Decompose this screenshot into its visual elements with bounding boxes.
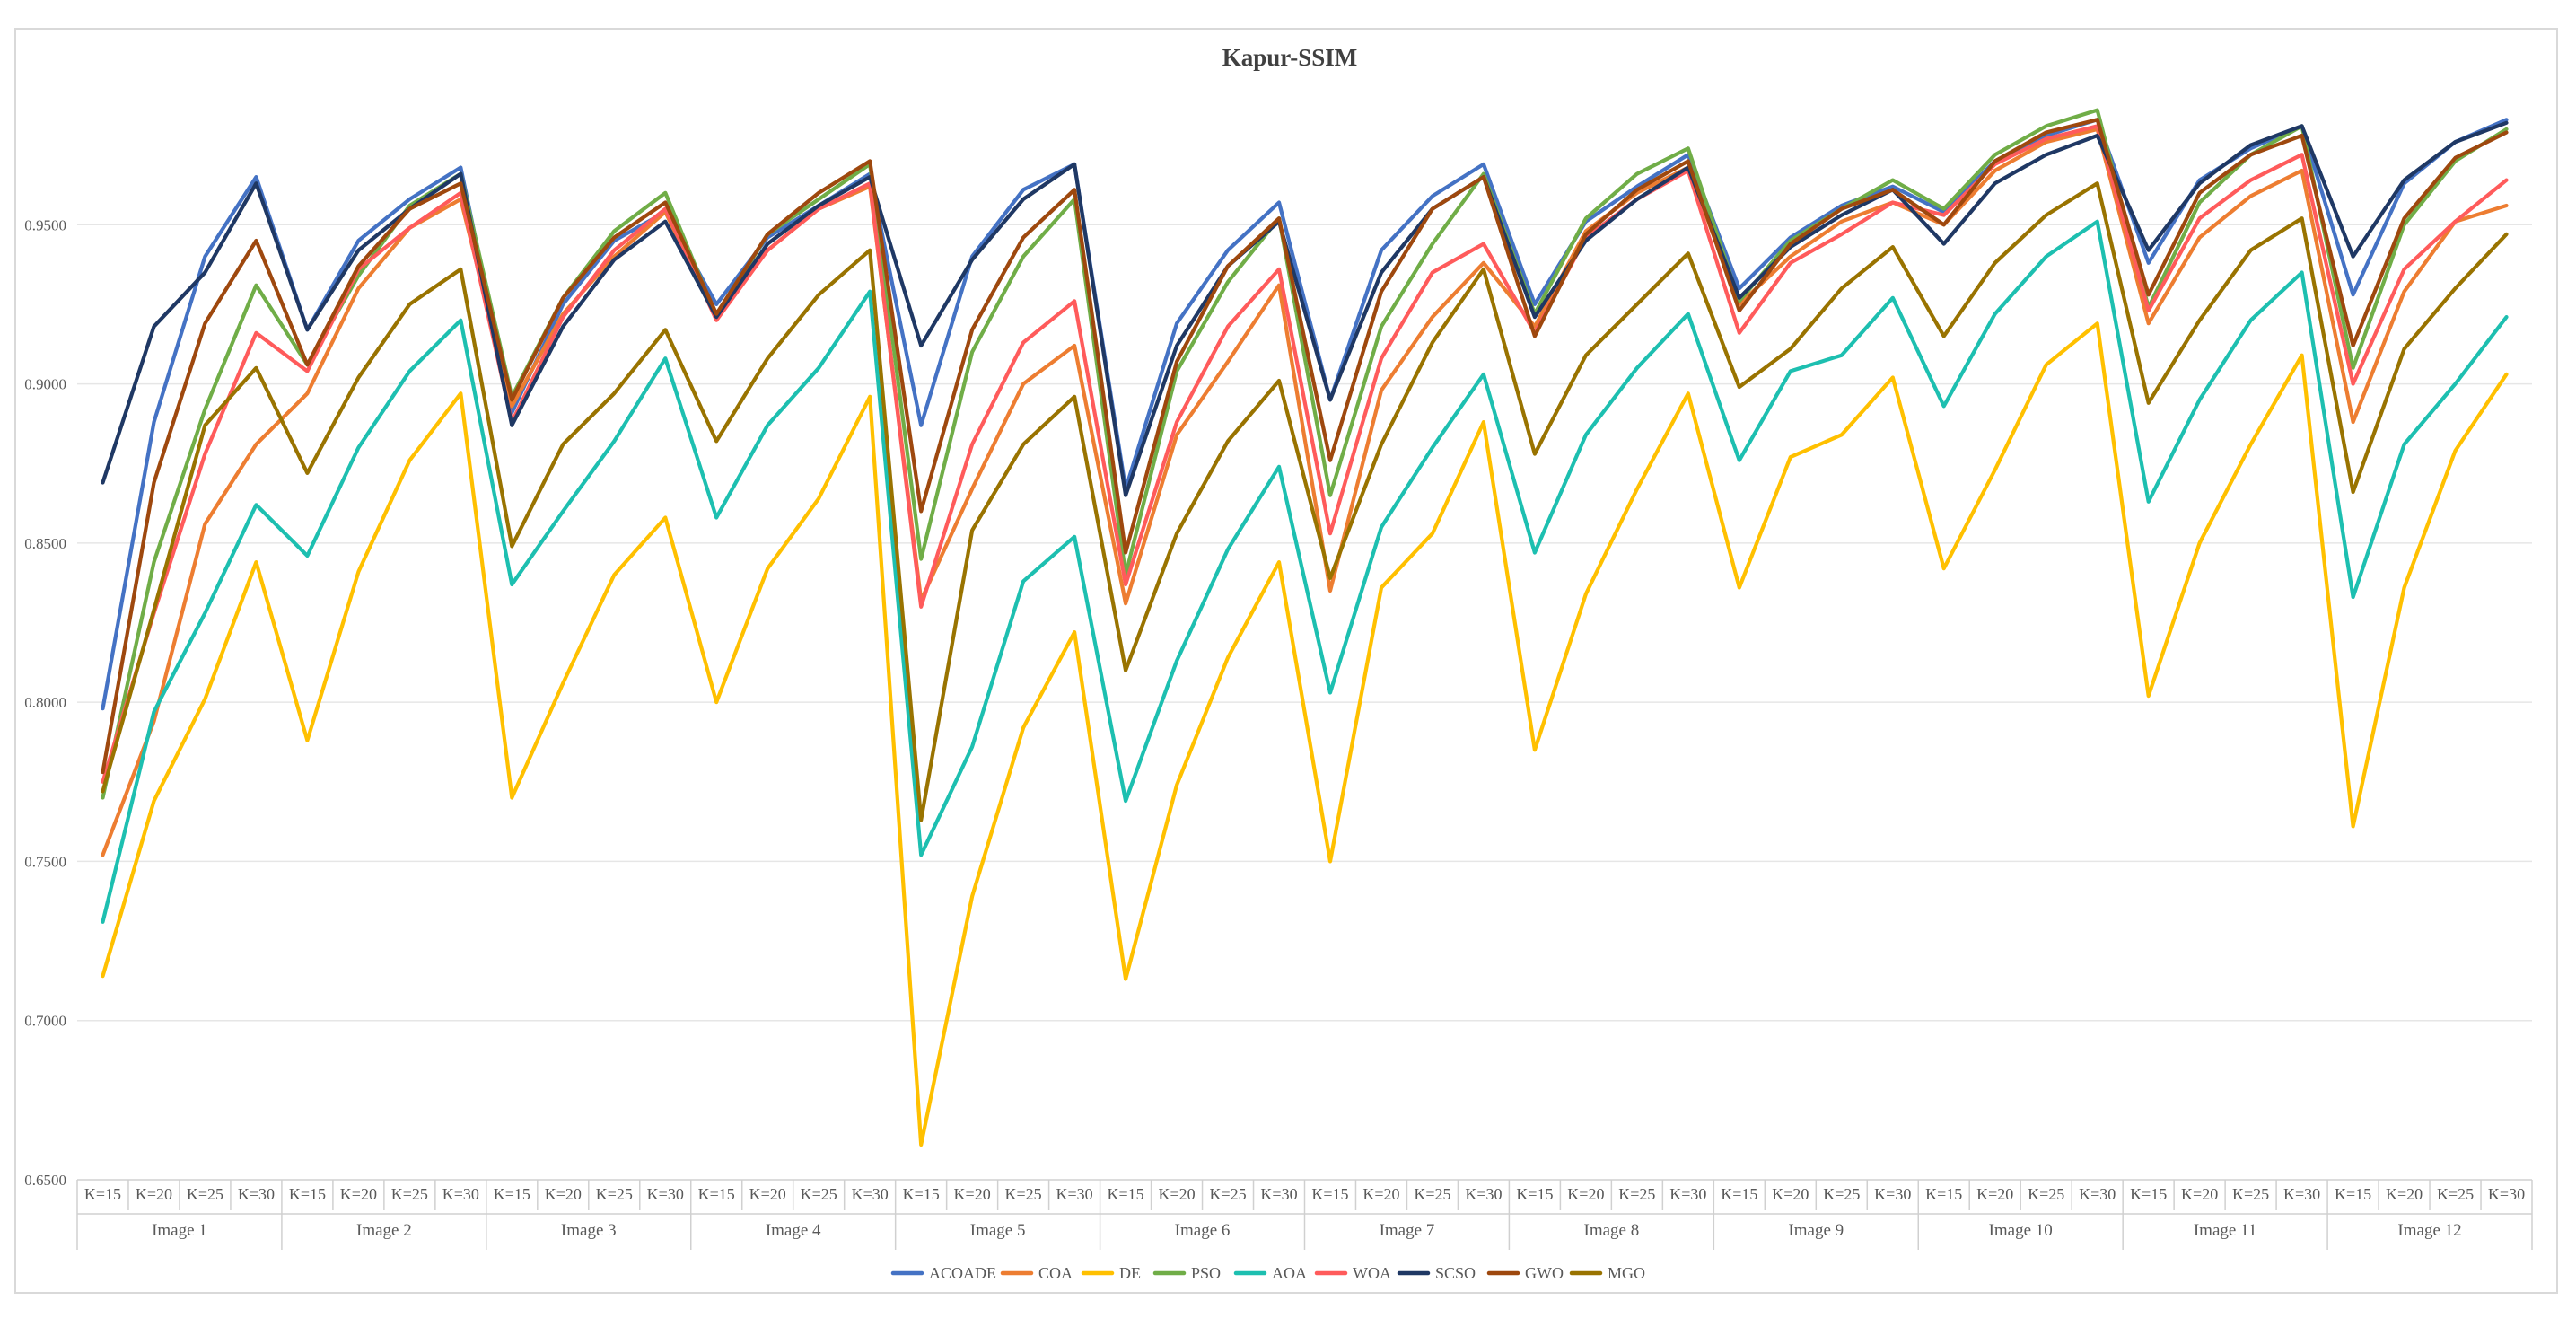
series-line-aoa — [101, 219, 2509, 924]
x-group-label: Image 11 — [2194, 1221, 2257, 1240]
x-tick-label: K=25 — [1209, 1185, 1246, 1203]
x-tick-label: K=20 — [1976, 1185, 2013, 1203]
x-tick-label: K=25 — [187, 1185, 223, 1203]
x-tick-label: K=25 — [2028, 1185, 2064, 1203]
x-tick-label: K=30 — [1874, 1185, 1911, 1203]
x-tick-label: K=25 — [391, 1185, 428, 1203]
y-axis-ticks: 0.6500 0.7000 0.7500 0.8000 0.8500 0.9000 0.95… — [24, 216, 66, 1189]
x-tick-label: K=20 — [1158, 1185, 1195, 1203]
legend-label-scso: SCSO — [1435, 1264, 1476, 1282]
series-line-gwo — [101, 118, 2509, 775]
x-tick-label: K=20 — [136, 1185, 172, 1203]
y-tick-label: 0.7000 — [24, 1013, 66, 1030]
x-tick-label: K=30 — [1465, 1185, 1502, 1203]
x-tick-label: K=15 — [903, 1185, 940, 1203]
legend-label-coa: COA — [1038, 1264, 1073, 1282]
x-tick-label: K=20 — [749, 1185, 786, 1203]
x-tick-label: K=30 — [1260, 1185, 1297, 1203]
x-group-label: Image 10 — [1989, 1221, 2053, 1240]
legend-label-acoade: ACOADE — [929, 1264, 996, 1282]
y-tick-label: 0.9500 — [24, 216, 66, 233]
x-tick-label: K=30 — [1056, 1185, 1093, 1203]
x-tick-label: K=15 — [698, 1185, 735, 1203]
chart-title: Kapur-SSIM — [1222, 44, 1358, 71]
x-tick-label: K=25 — [2232, 1185, 2269, 1203]
x-tick-label: K=25 — [801, 1185, 837, 1203]
x-tick-label: K=30 — [2079, 1185, 2116, 1203]
x-tick-label: K=20 — [1567, 1185, 1604, 1203]
x-tick-label: K=25 — [1618, 1185, 1655, 1203]
x-tick-label: K=20 — [545, 1185, 582, 1203]
y-tick-label: 0.8500 — [24, 535, 66, 552]
y-tick-label: 0.9000 — [24, 376, 66, 393]
series-layer — [101, 108, 2509, 1147]
x-tick-label: K=20 — [2386, 1185, 2423, 1203]
x-group-label: Image 3 — [561, 1221, 617, 1240]
x-tick-label: K=15 — [1107, 1185, 1143, 1203]
legend-label-pso: PSO — [1191, 1264, 1221, 1282]
x-tick-label: K=20 — [2181, 1185, 2218, 1203]
x-tick-label: K=20 — [954, 1185, 991, 1203]
legend-label-mgo: MGO — [1608, 1264, 1645, 1282]
x-tick-label: K=30 — [852, 1185, 889, 1203]
x-group-label: Image 9 — [1788, 1221, 1844, 1240]
x-tick-label: K=30 — [1669, 1185, 1706, 1203]
y-tick-label: 0.7500 — [24, 853, 66, 870]
x-tick-label: K=25 — [596, 1185, 633, 1203]
y-tick-label: 0.6500 — [24, 1172, 66, 1189]
x-group-label: Image 12 — [2397, 1221, 2461, 1240]
x-tick-label: K=15 — [289, 1185, 326, 1203]
y-tick-label: 0.8000 — [24, 694, 66, 711]
x-tick-label: K=20 — [1772, 1185, 1809, 1203]
x-tick-label: K=20 — [1362, 1185, 1399, 1203]
series-line-mgo — [101, 181, 2509, 822]
x-group-label: Image 7 — [1380, 1221, 1435, 1240]
x-group-label: Image 5 — [970, 1221, 1026, 1240]
x-tick-label: K=30 — [2488, 1185, 2525, 1203]
x-tick-label: K=15 — [494, 1185, 530, 1203]
x-axis: K=15 K=20 K=25 K=30 K=15 K=20 K=25 K=30 K=15 K=20… — [76, 1180, 2533, 1250]
legend-label-gwo: GWO — [1525, 1264, 1564, 1282]
x-tick-label: K=15 — [1925, 1185, 1962, 1203]
x-tick-label: K=25 — [1414, 1185, 1450, 1203]
x-tick-label: K=15 — [1516, 1185, 1553, 1203]
x-tick-label: K=30 — [442, 1185, 479, 1203]
legend: ACOADE COA DE PSO AOA WOA SCSO GWO MGO — [890, 1264, 1645, 1282]
x-group-label: Image 8 — [1584, 1221, 1640, 1240]
x-tick-label: K=15 — [1311, 1185, 1348, 1203]
x-tick-label: K=30 — [238, 1185, 275, 1203]
series-line-de — [101, 321, 2509, 1147]
x-group-label: Image 6 — [1175, 1221, 1231, 1240]
legend-label-de: DE — [1119, 1264, 1141, 1282]
x-tick-label: K=25 — [1823, 1185, 1860, 1203]
x-tick-label: K=25 — [1005, 1185, 1042, 1203]
legend-label-aoa: AOA — [1272, 1264, 1307, 1282]
x-tick-label: K=15 — [2130, 1185, 2167, 1203]
x-group-label: Image 1 — [152, 1221, 207, 1240]
x-tick-label: K=15 — [1721, 1185, 1757, 1203]
x-tick-label: K=30 — [647, 1185, 684, 1203]
x-tick-label: K=20 — [340, 1185, 377, 1203]
x-tick-label: K=15 — [2335, 1185, 2371, 1203]
x-tick-label: K=25 — [2437, 1185, 2474, 1203]
x-group-label: Image 2 — [356, 1221, 412, 1240]
legend-label-woa: WOA — [1353, 1264, 1391, 1282]
x-tick-label: K=15 — [84, 1185, 121, 1203]
x-group-label: Image 4 — [766, 1221, 821, 1240]
x-tick-label: K=30 — [2283, 1185, 2320, 1203]
